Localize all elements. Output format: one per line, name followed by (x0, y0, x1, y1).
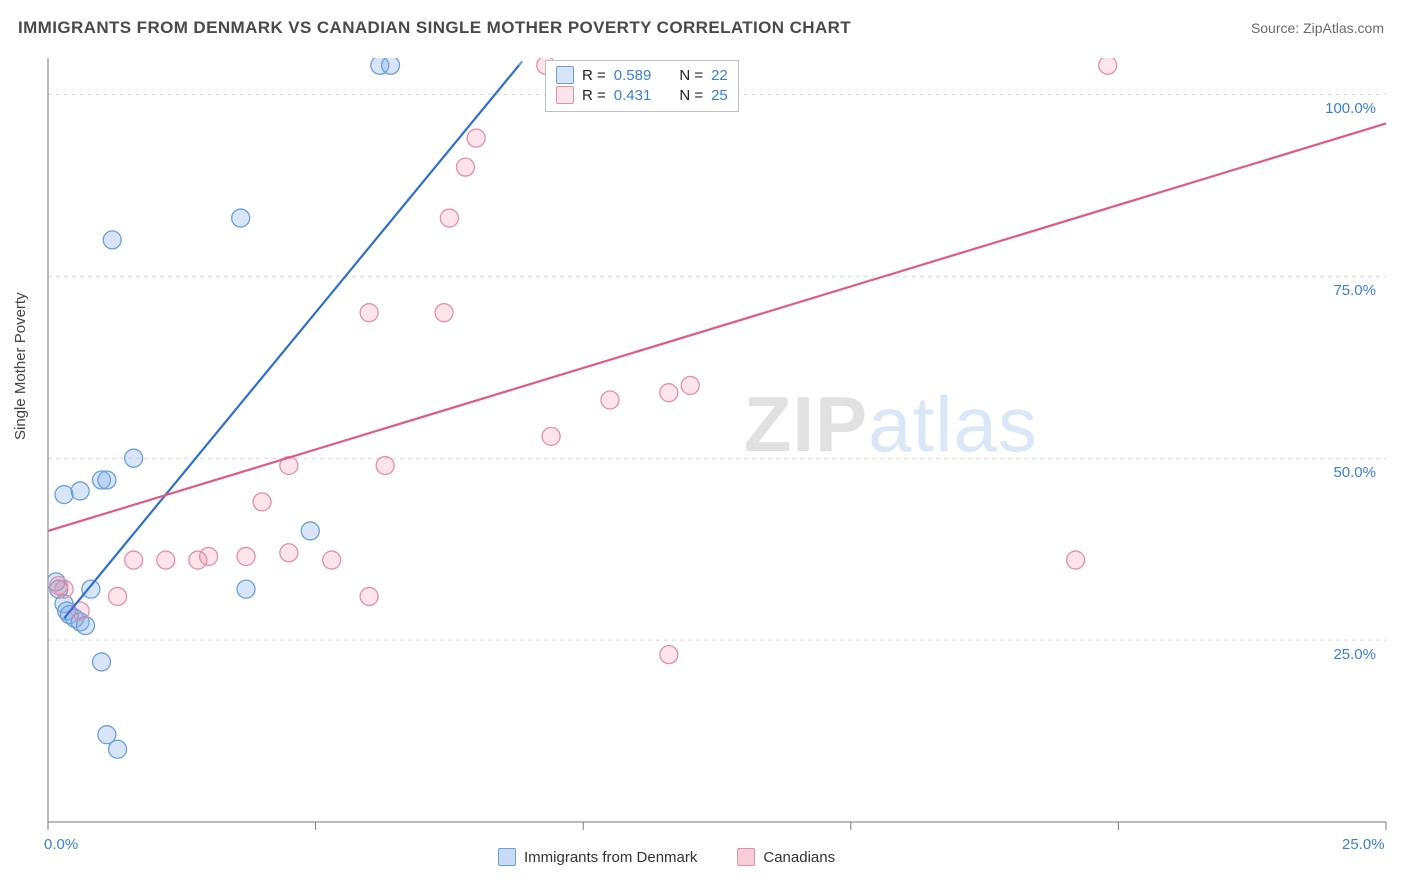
data-point-denmark (71, 482, 89, 500)
y-tick-label: 50.0% (1316, 464, 1376, 481)
data-point-canadians (109, 587, 127, 605)
trend-line-canadians (48, 123, 1386, 530)
scatter-plot (0, 0, 1406, 892)
y-tick-label: 25.0% (1316, 646, 1376, 663)
data-point-canadians (360, 304, 378, 322)
legend-label: Canadians (763, 849, 835, 866)
legend-row-denmark: R = 0.589 N = 22 (556, 65, 728, 85)
data-point-canadians (601, 391, 619, 409)
legend-n-label: N = (679, 67, 703, 84)
data-point-denmark (237, 580, 255, 598)
data-point-canadians (1099, 56, 1117, 74)
data-point-canadians (1067, 551, 1085, 569)
data-point-denmark (82, 580, 100, 598)
data-point-canadians (157, 551, 175, 569)
legend-n-value: 25 (711, 87, 728, 104)
data-point-canadians (125, 551, 143, 569)
data-point-denmark (93, 653, 111, 671)
data-point-canadians (200, 547, 218, 565)
legend-n-value: 22 (711, 67, 728, 84)
data-point-canadians (681, 376, 699, 394)
x-tick-label: 25.0% (1342, 836, 1385, 853)
data-point-denmark (301, 522, 319, 540)
data-point-canadians (440, 209, 458, 227)
correlation-legend: R = 0.589 N = 22 R = 0.431 N = 25 (545, 60, 739, 112)
legend-swatch (498, 848, 516, 866)
data-point-denmark (232, 209, 250, 227)
data-point-canadians (467, 129, 485, 147)
data-point-canadians (55, 580, 73, 598)
legend-r-label: R = (582, 67, 606, 84)
legend-r-label: R = (582, 87, 606, 104)
legend-item: Canadians (737, 848, 835, 866)
data-point-denmark (55, 486, 73, 504)
legend-swatch (556, 86, 574, 104)
data-point-canadians (456, 158, 474, 176)
data-point-canadians (280, 544, 298, 562)
data-point-canadians (660, 384, 678, 402)
legend-n-label: N = (679, 87, 703, 104)
data-point-canadians (237, 547, 255, 565)
data-point-denmark (109, 740, 127, 758)
data-point-canadians (253, 493, 271, 511)
x-tick-label: 0.0% (44, 836, 78, 853)
legend-item: Immigrants from Denmark (498, 848, 697, 866)
legend-label: Immigrants from Denmark (524, 849, 697, 866)
legend-r-value: 0.431 (614, 87, 652, 104)
legend-row-canadians: R = 0.431 N = 25 (556, 85, 728, 105)
data-point-canadians (542, 427, 560, 445)
series-legend: Immigrants from Denmark Canadians (498, 848, 835, 866)
data-point-denmark (103, 231, 121, 249)
data-point-canadians (376, 456, 394, 474)
data-point-denmark (125, 449, 143, 467)
data-point-canadians (660, 646, 678, 664)
data-point-denmark (382, 56, 400, 74)
data-point-canadians (435, 304, 453, 322)
y-tick-label: 75.0% (1316, 282, 1376, 299)
legend-swatch (556, 66, 574, 84)
y-tick-label: 100.0% (1316, 100, 1376, 117)
data-point-canadians (360, 587, 378, 605)
trend-line-denmark (64, 65, 519, 618)
data-point-canadians (323, 551, 341, 569)
legend-swatch (737, 848, 755, 866)
data-point-denmark (98, 471, 116, 489)
legend-r-value: 0.589 (614, 67, 652, 84)
